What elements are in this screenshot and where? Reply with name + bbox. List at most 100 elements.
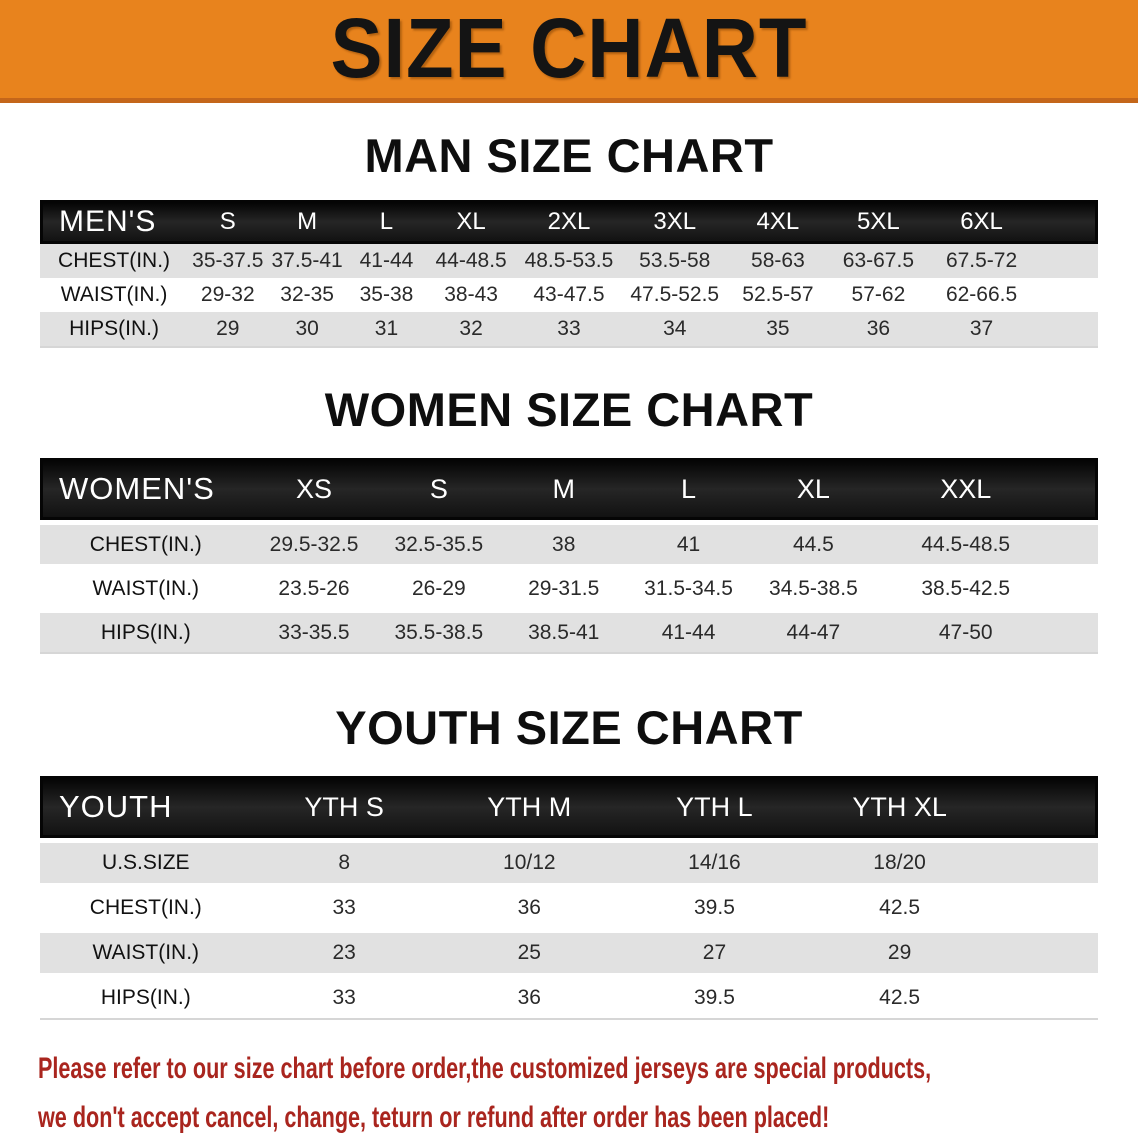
women-measurement-value: 29.5-32.5 <box>251 520 377 564</box>
men-measurement-value: 62-66.5 <box>945 283 1018 306</box>
youth-measurement-value: 23 <box>251 928 437 973</box>
spacer-cell <box>1055 520 1098 564</box>
youth-size-column-header: YTH XL <box>807 776 993 838</box>
men-size-column-header: 6XL <box>928 200 1035 244</box>
women-measurement-value: 41 <box>626 520 751 564</box>
men-measurement-value: 32 <box>426 312 517 348</box>
men-measurement-value: 35-38 <box>359 283 414 306</box>
women-size-column-header: M <box>501 458 627 520</box>
women-measurement-value: 23.5-26 <box>251 564 377 608</box>
men-measurement-value: 53.5-58 <box>621 244 728 278</box>
men-measurement-value: 47.5-52.5 <box>630 283 720 306</box>
women-section-heading: WOMEN SIZE CHART <box>324 383 814 436</box>
table-row: WAIST(IN.) 23 25 27 29 <box>40 928 1098 973</box>
men-size-column-header: S <box>188 200 268 244</box>
spacer-cell <box>992 973 1098 1020</box>
men-size-column-header: L <box>346 200 427 244</box>
women-measurement-value: 44.5-48.5 <box>875 520 1056 564</box>
table-row: CHEST(IN.) 29.5-32.5 32.5-35.5 38 41 44.5 44.5… <box>40 520 1098 564</box>
youth-measurement-value: 42.5 <box>807 883 993 928</box>
youth-measurement-value: 14/16 <box>621 838 808 883</box>
men-measurement-value: 37 <box>928 312 1035 348</box>
men-table-label: MEN'S <box>40 200 189 244</box>
spacer-cell <box>1034 312 1098 348</box>
men-measurement-value: 35 <box>727 312 829 348</box>
men-measurement-value: 32-35 <box>280 283 334 306</box>
men-size-column-header: 4XL <box>727 200 829 244</box>
women-row-label: WAIST(IN.) <box>40 564 252 608</box>
spacer-cell <box>992 928 1098 973</box>
women-measurement-value: 44.5 <box>750 520 876 564</box>
spacer-cell <box>992 883 1098 928</box>
spacer-cell <box>992 838 1098 883</box>
men-section-heading: MAN SIZE CHART <box>364 129 774 182</box>
women-table-label: WOMEN'S <box>40 458 252 520</box>
youth-measurement-value: 10/12 <box>436 838 622 883</box>
women-header-row: WOMEN'S XS S M L XL XXL <box>40 458 1098 520</box>
men-measurement-value: 29-32 <box>200 283 255 306</box>
youth-size-table: YOUTH YTH S YTH M YTH L YTH XL U.S.SIZE 8 10/12… <box>40 776 1098 1020</box>
spacer-cell <box>1034 278 1098 312</box>
women-measurement-value: 31.5-34.5 <box>626 564 751 608</box>
youth-measurement-value: 36 <box>436 973 622 1020</box>
youth-measurement-value: 39.5 <box>621 883 808 928</box>
men-size-column-header: 3XL <box>621 200 728 244</box>
youth-measurement-value: 33 <box>251 883 437 928</box>
men-measurement-value: 41-44 <box>346 244 427 278</box>
youth-measurement-value: 8 <box>251 838 437 883</box>
youth-size-column-header: YTH M <box>436 776 622 838</box>
men-measurement-value: 38-43 <box>444 283 498 306</box>
women-size-column-header: XS <box>251 458 377 520</box>
men-header-row: MEN'S S M L XL 2XL 3XL 4XL 5XL 6XL <box>40 200 1098 244</box>
men-size-column-header: 5XL <box>828 200 929 244</box>
disclaimer: Please refer to our size chart before or… <box>38 1044 1138 1142</box>
banner-title: SIZE CHART <box>330 1 808 96</box>
men-measurement-value: 31 <box>346 312 427 348</box>
women-measurement-value: 41-44 <box>626 608 751 654</box>
men-row-label: WAIST(IN.) <box>60 283 168 306</box>
women-measurement-value: 34.5-38.5 <box>750 564 876 608</box>
youth-row-label: HIPS(IN.) <box>40 973 252 1020</box>
men-measurement-value: 36 <box>828 312 929 348</box>
men-size-column-header: M <box>267 200 347 244</box>
men-measurement-value: 29 <box>188 312 268 348</box>
men-measurement-value: 57-62 <box>851 283 906 306</box>
spacer-cell <box>1055 608 1098 654</box>
men-measurement-value: 58-63 <box>727 244 829 278</box>
men-size-table: MEN'S S M L XL 2XL 3XL 4XL 5XL 6XL CHEST(IN.) 35-37… <box>40 200 1098 348</box>
women-measurement-value: 26-29 <box>376 564 502 608</box>
youth-size-column-header: YTH L <box>621 776 808 838</box>
youth-header-row: YOUTH YTH S YTH M YTH L YTH XL <box>40 776 1098 838</box>
men-size-column-header: 2XL <box>516 200 622 244</box>
table-row: WAIST(IN.) 29-32 32-35 35-38 38-43 43-47.5 47.… <box>40 278 1098 312</box>
men-measurement-value: 33 <box>516 312 622 348</box>
spacer-cell <box>1055 564 1098 608</box>
spacer-cell <box>1034 244 1098 278</box>
men-row-label: CHEST(IN.) <box>40 244 189 278</box>
disclaimer-line-1: Please refer to our size chart before or… <box>38 1052 932 1085</box>
table-row: WAIST(IN.) 23.5-26 26-29 29-31.5 31.5-34.5 34… <box>40 564 1098 608</box>
women-measurement-value: 38 <box>501 520 627 564</box>
men-measurement-value: 43-47.5 <box>533 283 605 306</box>
disclaimer-line-2: we don't accept cancel, change, teturn o… <box>38 1101 830 1134</box>
women-size-section: WOMEN SIZE CHART WOMEN'S XS S M L XL XXL CHEST(I… <box>0 382 1138 654</box>
table-row: HIPS(IN.) 33-35.5 35.5-38.5 38.5-41 41-44 44-… <box>40 608 1098 654</box>
women-size-column-header: S <box>376 458 502 520</box>
youth-measurement-value: 27 <box>621 928 808 973</box>
youth-measurement-value: 25 <box>436 928 622 973</box>
men-measurement-value: 52.5-57 <box>742 283 814 306</box>
men-measurement-value: 30 <box>267 312 347 348</box>
youth-size-column-header: YTH S <box>251 776 437 838</box>
youth-measurement-value: 39.5 <box>621 973 808 1020</box>
women-measurement-value: 47-50 <box>875 608 1056 654</box>
women-measurement-value: 29-31.5 <box>501 564 627 608</box>
youth-row-label: WAIST(IN.) <box>40 928 252 973</box>
youth-measurement-value: 29 <box>807 928 993 973</box>
men-measurement-value: 34 <box>621 312 728 348</box>
spacer-cell <box>1055 458 1098 520</box>
size-chart-sections: MAN SIZE CHART MEN'S S M L XL 2XL 3XL 4XL 5XL 6XL C… <box>0 128 1138 1020</box>
women-measurement-value: 35.5-38.5 <box>376 608 502 654</box>
table-row: CHEST(IN.) 33 36 39.5 42.5 <box>40 883 1098 928</box>
youth-measurement-value: 42.5 <box>807 973 993 1020</box>
